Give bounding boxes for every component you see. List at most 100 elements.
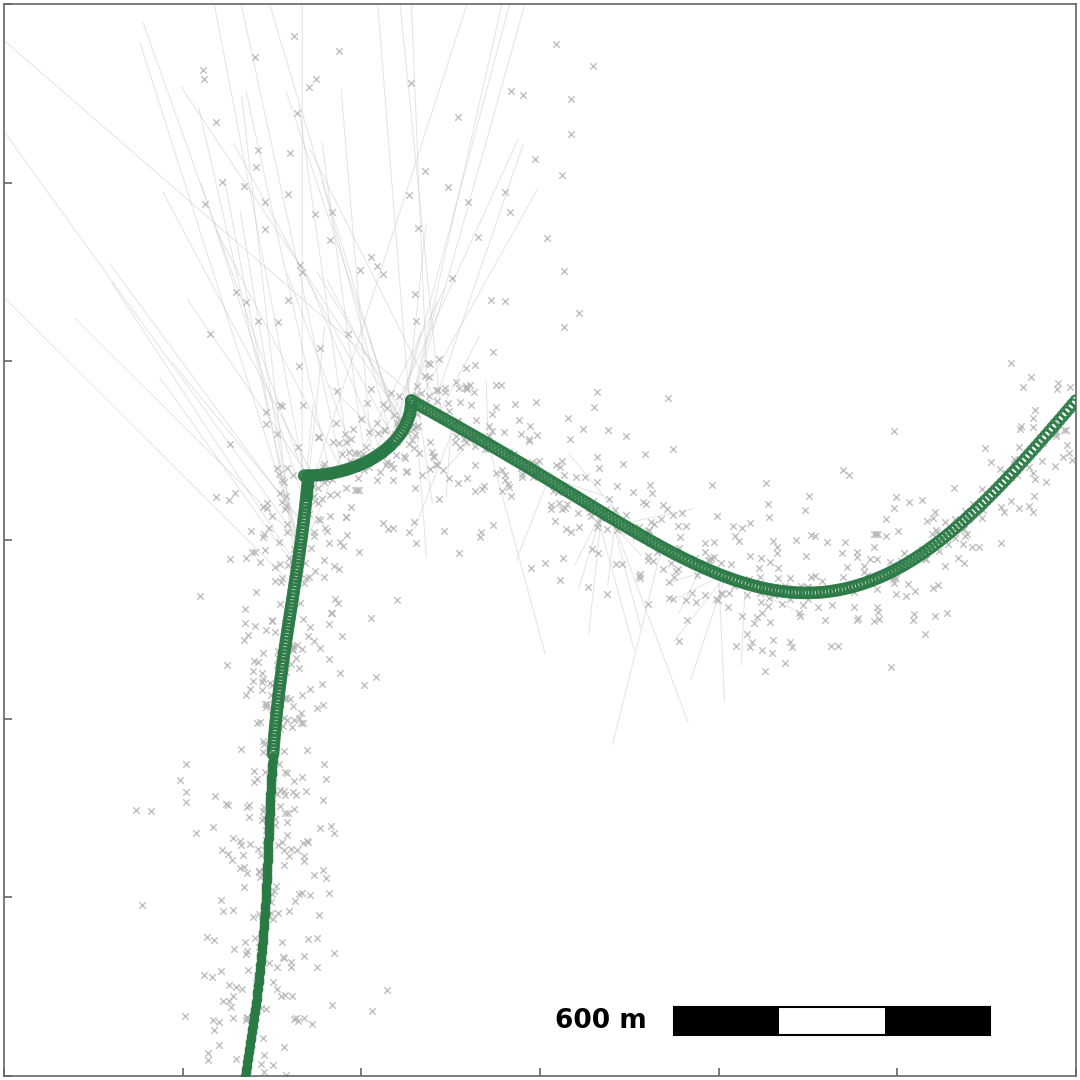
Point xyxy=(300,467,318,484)
Point xyxy=(759,597,777,615)
Point xyxy=(246,618,264,635)
Point xyxy=(276,986,294,1003)
Point xyxy=(947,519,964,537)
Point xyxy=(251,864,268,881)
Point xyxy=(813,572,831,590)
Point xyxy=(251,937,268,955)
Point xyxy=(667,562,685,579)
Point xyxy=(245,1013,262,1030)
Point xyxy=(550,477,567,495)
Point xyxy=(581,503,598,521)
Point xyxy=(558,495,576,512)
Point xyxy=(742,638,759,656)
Point xyxy=(367,443,384,460)
Point xyxy=(634,528,651,545)
Point xyxy=(240,1048,257,1065)
Point xyxy=(835,568,852,585)
Point xyxy=(420,388,437,405)
Point xyxy=(933,530,950,548)
Point xyxy=(905,611,922,629)
Point xyxy=(583,540,600,557)
Point xyxy=(329,463,347,481)
Point xyxy=(930,542,947,559)
Point xyxy=(887,569,904,586)
Point xyxy=(272,669,289,686)
Point xyxy=(639,552,657,569)
Point xyxy=(299,627,316,645)
Point xyxy=(660,573,677,591)
Point xyxy=(739,586,756,604)
Point xyxy=(314,862,332,879)
Point xyxy=(438,178,456,195)
Point xyxy=(274,651,292,669)
Point xyxy=(430,350,447,367)
Point xyxy=(328,382,346,400)
Point xyxy=(553,166,570,184)
Bar xyxy=(674,1008,990,1035)
Point xyxy=(275,841,293,859)
Point xyxy=(363,609,380,626)
Point xyxy=(258,873,275,890)
Point xyxy=(846,598,863,616)
Point xyxy=(267,718,284,735)
Point xyxy=(248,1002,266,1020)
Point xyxy=(727,637,744,654)
Point xyxy=(492,377,510,394)
Point xyxy=(382,384,400,402)
Point xyxy=(211,1013,228,1030)
Point xyxy=(261,788,279,806)
Point xyxy=(593,510,610,527)
Point xyxy=(337,509,354,526)
Point xyxy=(606,502,623,519)
Point xyxy=(996,503,1013,521)
Point xyxy=(794,584,811,602)
Point xyxy=(280,848,297,865)
Point xyxy=(210,1036,227,1053)
Point xyxy=(295,511,312,528)
Point xyxy=(848,611,865,629)
Point xyxy=(1064,396,1080,414)
Point xyxy=(258,500,275,517)
Point xyxy=(712,584,729,602)
Point xyxy=(703,476,720,494)
Point xyxy=(436,410,454,428)
Point xyxy=(1000,468,1017,485)
Point xyxy=(804,584,821,602)
Point xyxy=(315,756,333,773)
Point xyxy=(349,457,366,474)
Point xyxy=(238,1011,255,1028)
Point xyxy=(255,916,272,933)
Point xyxy=(297,494,314,511)
Point xyxy=(548,456,565,473)
Point xyxy=(234,846,252,863)
Point xyxy=(1055,448,1072,465)
Point xyxy=(408,405,426,422)
Point xyxy=(271,678,288,696)
Point xyxy=(589,473,606,490)
Point xyxy=(269,785,286,802)
Point xyxy=(306,866,323,883)
Point xyxy=(1005,456,1023,473)
Point xyxy=(261,674,279,691)
Point xyxy=(543,473,561,490)
Point xyxy=(823,582,840,599)
Point xyxy=(220,991,238,1009)
Point xyxy=(1055,422,1072,440)
Point xyxy=(298,484,315,501)
Point xyxy=(296,504,313,522)
Point xyxy=(610,513,627,530)
Point xyxy=(885,499,902,516)
Point xyxy=(450,544,468,562)
Point xyxy=(254,933,271,950)
Point xyxy=(373,444,390,461)
Point xyxy=(753,549,770,566)
Point xyxy=(244,543,261,561)
Point xyxy=(294,264,311,281)
Point xyxy=(321,487,338,504)
Point xyxy=(645,553,662,570)
Point xyxy=(248,714,266,731)
Point xyxy=(720,584,738,602)
Point xyxy=(392,414,409,431)
Point xyxy=(869,525,887,542)
Point xyxy=(366,448,383,465)
